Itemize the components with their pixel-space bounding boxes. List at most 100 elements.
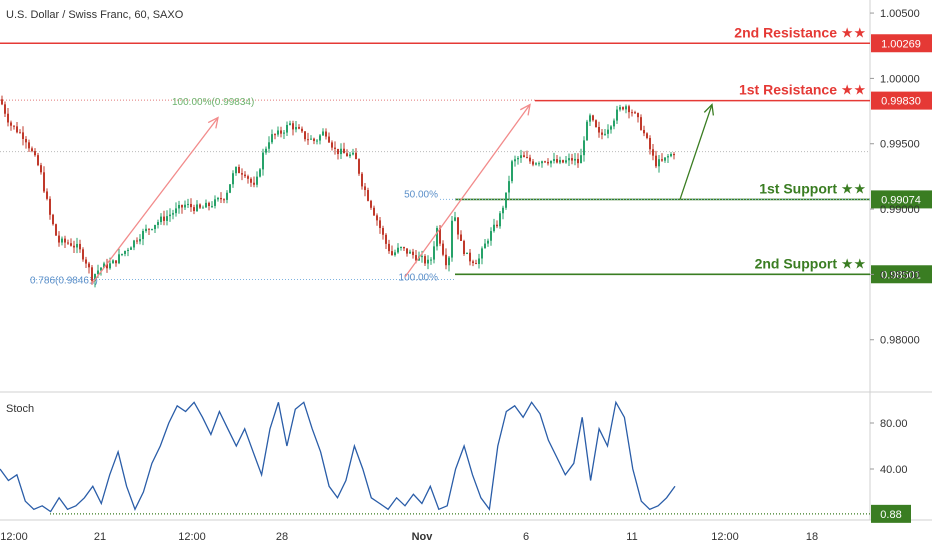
candle-body — [19, 132, 21, 134]
candle-body — [7, 113, 9, 123]
time-tick-label: 12:00 — [0, 531, 28, 543]
candle-body — [352, 152, 354, 155]
candle-body — [286, 124, 288, 133]
candle-body — [598, 127, 600, 133]
candle-body — [76, 243, 78, 248]
candle-body — [571, 158, 573, 161]
candle-body — [652, 149, 654, 156]
time-tick-label: 6 — [523, 531, 529, 543]
candle-body — [505, 192, 507, 208]
candle-body — [253, 182, 255, 185]
candle-body — [85, 259, 87, 264]
candle-body — [268, 142, 270, 149]
candle-body — [235, 166, 237, 174]
candle-body — [220, 197, 222, 200]
candle-body — [229, 184, 231, 193]
candle-body — [232, 173, 234, 185]
candle-body — [106, 263, 108, 269]
candle-body — [661, 159, 663, 161]
level-label: 1st Resistance ★★ — [739, 82, 866, 98]
candle-body — [298, 127, 300, 129]
candle-body — [310, 138, 312, 140]
candle-body — [502, 207, 504, 214]
candle-body — [40, 165, 42, 173]
candle-body — [643, 129, 645, 134]
candle-body — [466, 252, 468, 255]
candle-body — [376, 215, 378, 221]
candle-body — [541, 161, 543, 164]
price-tick-label: 0.98500 — [880, 269, 920, 281]
candle-body — [199, 204, 201, 208]
candle-body — [181, 204, 183, 208]
candle-body — [121, 253, 123, 255]
candle-body — [157, 222, 159, 225]
candle-body — [346, 153, 348, 157]
candle-body — [262, 152, 264, 170]
candle-body — [49, 198, 51, 215]
candle-body — [484, 243, 486, 249]
candle-body — [559, 160, 561, 163]
candle-body — [130, 247, 132, 250]
candle-body — [16, 126, 18, 133]
candle-body — [511, 161, 513, 182]
candle-body — [217, 197, 219, 200]
candle-body — [367, 190, 369, 201]
candle-body — [391, 251, 393, 256]
candle-body — [13, 125, 15, 127]
candle-body — [88, 263, 90, 268]
level-price-text: 0.99074 — [881, 194, 921, 206]
candle-body — [436, 227, 438, 247]
candle-body — [274, 134, 276, 136]
candle-body — [256, 176, 258, 185]
candle-body — [397, 247, 399, 253]
candle-body — [535, 163, 537, 165]
candle-body — [10, 122, 12, 126]
candle-body — [43, 172, 45, 192]
candle-body — [349, 154, 351, 157]
candle-body — [601, 132, 603, 135]
candle-body — [634, 112, 636, 114]
candle-body — [382, 228, 384, 235]
candle-body — [124, 250, 126, 254]
candle-body — [193, 207, 195, 212]
time-tick-label: 21 — [94, 531, 106, 543]
candle-body — [616, 109, 618, 121]
candle-body — [364, 186, 366, 191]
candle-body — [493, 224, 495, 232]
candle-body — [205, 202, 207, 208]
candle-body — [1, 99, 3, 105]
candle-body — [475, 263, 477, 265]
candle-body — [445, 254, 447, 266]
candle-body — [64, 238, 66, 243]
candle-body — [133, 240, 135, 248]
level-label: 2nd Resistance ★★ — [734, 24, 866, 40]
candle-body — [589, 115, 591, 122]
candle-body — [259, 169, 261, 177]
candle-body — [529, 157, 531, 162]
candle-body — [520, 155, 522, 158]
candle-body — [514, 159, 516, 162]
candle-body — [61, 238, 63, 243]
time-axis: 12:00 21 12:00 28 Nov 6 11 12:00 18 — [0, 531, 818, 543]
candle-body — [637, 113, 639, 118]
candle-body — [22, 132, 24, 139]
candle-body — [370, 200, 372, 208]
fib-50-label: 50.00% — [404, 189, 438, 200]
candle-body — [544, 161, 546, 163]
candle-body — [142, 230, 144, 240]
candle-body — [403, 247, 405, 249]
candle-body — [508, 181, 510, 193]
candle-body — [430, 259, 432, 261]
candle-body — [334, 147, 336, 149]
level-price-text: 0.98501 — [881, 269, 921, 281]
candle-body — [325, 131, 327, 137]
candle-body — [46, 191, 48, 199]
candle-body — [385, 234, 387, 244]
candle-body — [379, 220, 381, 229]
level-price-tag — [871, 34, 932, 53]
candle-body — [433, 246, 435, 260]
candle-body — [154, 224, 156, 230]
candle-body — [451, 220, 453, 258]
candle-body — [343, 148, 345, 154]
